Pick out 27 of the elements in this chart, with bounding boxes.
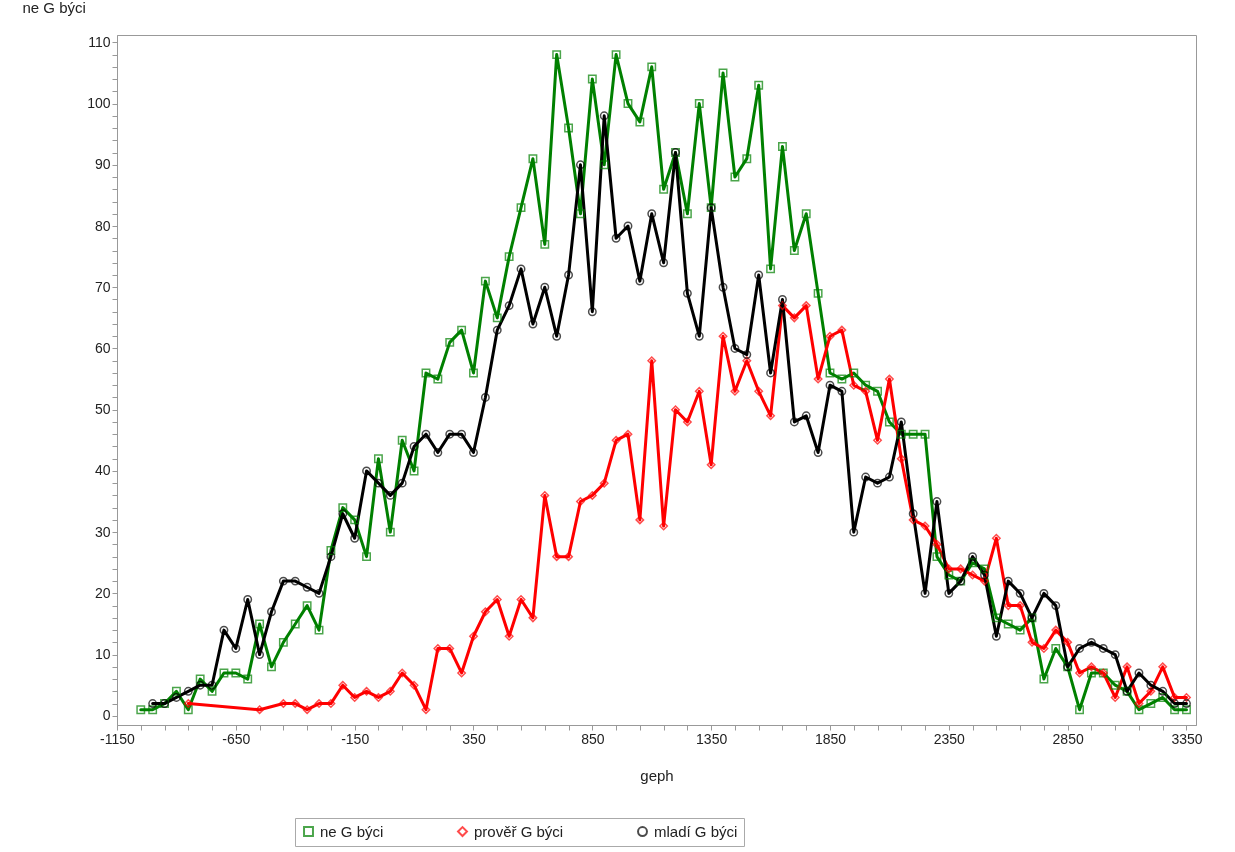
x-tick-label: 2850 [1052, 730, 1084, 747]
x-tick-label: 3350 [1171, 730, 1203, 747]
y-tick-label: 40 [94, 462, 111, 479]
y-tick-label: 30 [94, 523, 111, 540]
y-tick-label: 20 [94, 584, 111, 601]
y-tick-label: 80 [94, 217, 111, 234]
x-tick-label: 2350 [933, 730, 966, 747]
y-tick-label: 0 [102, 707, 111, 724]
x-tick-label: -150 [341, 730, 370, 747]
x-tick-label: 1350 [696, 730, 728, 747]
x-tick-label: 1850 [814, 730, 847, 747]
legend-label: prověř G býci [474, 822, 564, 840]
y-tick-label: 70 [94, 278, 111, 295]
x-tick-label: 850 [581, 730, 605, 747]
y-tick-label: 60 [94, 339, 111, 356]
legend-label: ne G býci [320, 822, 384, 840]
y-tick-label: 10 [94, 646, 111, 663]
y-tick-label: 100 [87, 95, 111, 112]
y-tick-label: 110 [88, 33, 111, 50]
y-tick-label: 90 [94, 156, 111, 173]
legend-label: mladí G býci [654, 822, 738, 840]
x-axis-title: geph [640, 766, 674, 784]
x-tick-label: -1150 [100, 730, 136, 747]
y-axis-title: ne G býci [22, 0, 86, 16]
y-tick-label: 50 [94, 401, 111, 418]
x-tick-label: -650 [222, 730, 251, 747]
x-tick-label: 350 [462, 730, 486, 747]
